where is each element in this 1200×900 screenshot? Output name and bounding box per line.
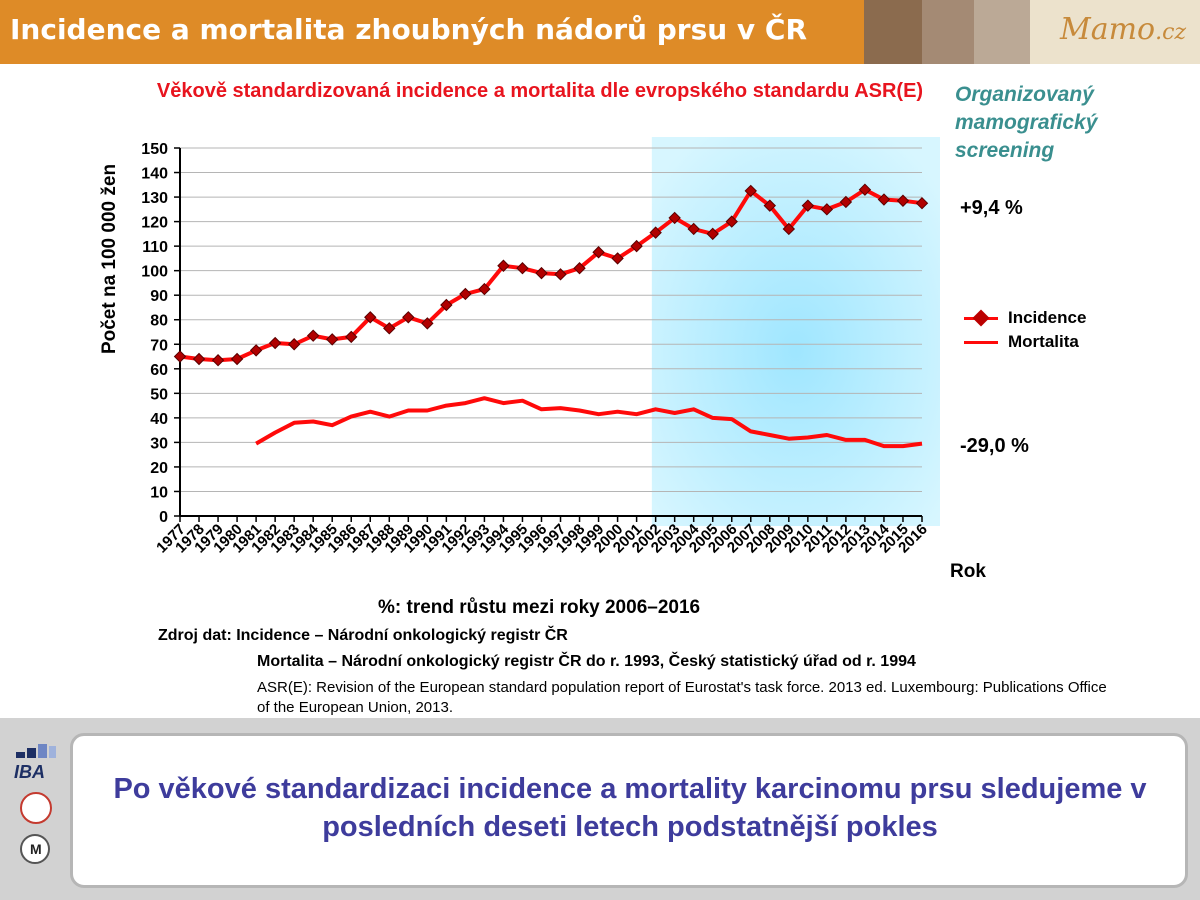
legend-line-mortalita	[964, 341, 998, 344]
y-tick-label: 130	[141, 190, 168, 207]
data-point-incidence	[535, 266, 548, 280]
data-point-incidence	[211, 354, 225, 367]
series-line-incidence	[179, 187, 923, 363]
header-title-background	[0, 0, 864, 64]
y-tick-label: 60	[150, 362, 168, 379]
mortality-trend-label: -29,0 %	[960, 435, 1029, 457]
conclusion-message: Po věkové standardizaci incidence a mort…	[113, 773, 1147, 843]
y-tick-label: 140	[141, 166, 168, 183]
legend-label-incidence: Incidence	[1008, 308, 1087, 327]
screening-label: Organizovaný mamografický screening	[955, 83, 1098, 162]
data-point-incidence	[287, 338, 301, 351]
y-tick-label: 70	[150, 337, 168, 354]
page-title: Incidence a mortalita zhoubných nádorů p…	[10, 13, 808, 46]
data-point-incidence	[173, 350, 187, 363]
data-point-incidence	[192, 352, 206, 366]
data-point-incidence	[725, 215, 738, 228]
university-seal-icon: M	[20, 834, 50, 864]
mamo-logo: Mamo.cz	[1060, 12, 1186, 47]
data-point-incidence	[573, 262, 586, 275]
mamo-logo-main: Mamo	[1060, 12, 1156, 47]
data-point-incidence	[668, 211, 681, 225]
y-tick-label: 90	[150, 288, 168, 305]
incidence-trend-label: +9,4 %	[960, 197, 1023, 219]
data-point-incidence	[763, 199, 777, 212]
data-point-incidence	[782, 222, 796, 236]
source-line-mortality: Mortalita – Národní onkologický registr …	[257, 653, 916, 670]
data-point-incidence	[649, 226, 662, 239]
header-bar: Incidence a mortalita zhoubných nádorů p…	[0, 0, 1200, 64]
data-point-incidence	[611, 252, 624, 265]
trend-note: %: trend růstu mezi roky 2006–2016	[378, 597, 701, 618]
data-point-incidence	[268, 336, 282, 350]
data-point-incidence	[630, 239, 643, 253]
legend-label-mortalita: Mortalita	[1008, 332, 1079, 351]
mamo-logo-box	[1030, 0, 1200, 64]
data-point-incidence	[801, 199, 815, 212]
data-point-incidence	[364, 311, 377, 324]
chart-svg: 0102030405060708090100110120130140150197…	[141, 137, 940, 556]
y-tick-label: 110	[142, 239, 168, 256]
data-point-incidence	[306, 329, 320, 342]
data-point-incidence	[230, 352, 244, 366]
y-tick-label: 50	[150, 386, 168, 403]
y-tick-label: 100	[141, 264, 168, 281]
data-point-incidence	[325, 333, 339, 346]
y-tick-label: 120	[141, 215, 168, 232]
data-point-incidence	[877, 193, 891, 206]
data-point-incidence	[820, 203, 834, 216]
data-point-incidence	[744, 184, 757, 198]
source-line-incidence: Zdroj dat: Incidence – Národní onkologic…	[158, 627, 568, 644]
chart-title: Věkově standardizovaná incidence a morta…	[156, 80, 924, 102]
data-point-incidence	[478, 282, 491, 296]
y-tick-label: 0	[159, 509, 168, 526]
data-point-incidence	[516, 262, 529, 275]
data-point-incidence	[839, 195, 853, 209]
header-decoration-block	[974, 0, 1030, 64]
medical-seal-icon	[20, 792, 52, 824]
y-tick-label: 80	[150, 313, 168, 330]
iba-logo-icon	[16, 744, 56, 758]
header-decoration-block	[922, 0, 974, 64]
data-point-incidence	[896, 194, 910, 207]
header-decoration-block	[864, 0, 922, 64]
data-point-incidence	[554, 268, 567, 281]
screening-highlight-region	[651, 137, 940, 526]
data-point-incidence	[459, 287, 472, 301]
y-tick-label: 10	[150, 484, 168, 501]
message-box	[70, 733, 1188, 888]
x-axis-label: Rok	[950, 561, 986, 582]
data-point-incidence	[402, 311, 415, 324]
data-point-incidence	[383, 322, 396, 335]
source-line-asr: ASR(E): Revision of the European standar…	[257, 679, 1107, 716]
data-point-incidence	[858, 183, 872, 196]
mamo-logo-suffix: .cz	[1155, 20, 1187, 45]
y-tick-label: 40	[150, 411, 168, 428]
data-point-incidence	[249, 344, 263, 357]
data-point-incidence	[497, 259, 510, 272]
data-point-incidence	[421, 317, 434, 330]
data-point-incidence	[592, 246, 605, 259]
y-tick-label: 30	[150, 435, 168, 452]
y-tick-label: 20	[150, 460, 168, 477]
data-point-incidence	[687, 222, 700, 236]
data-point-incidence	[440, 298, 453, 312]
series-line-mortalita	[255, 396, 923, 449]
iba-logo-text: IBA	[14, 762, 45, 782]
y-tick-label: 150	[141, 141, 168, 158]
data-point-incidence	[706, 227, 719, 241]
data-point-incidence	[915, 196, 929, 210]
data-point-incidence	[345, 330, 358, 344]
